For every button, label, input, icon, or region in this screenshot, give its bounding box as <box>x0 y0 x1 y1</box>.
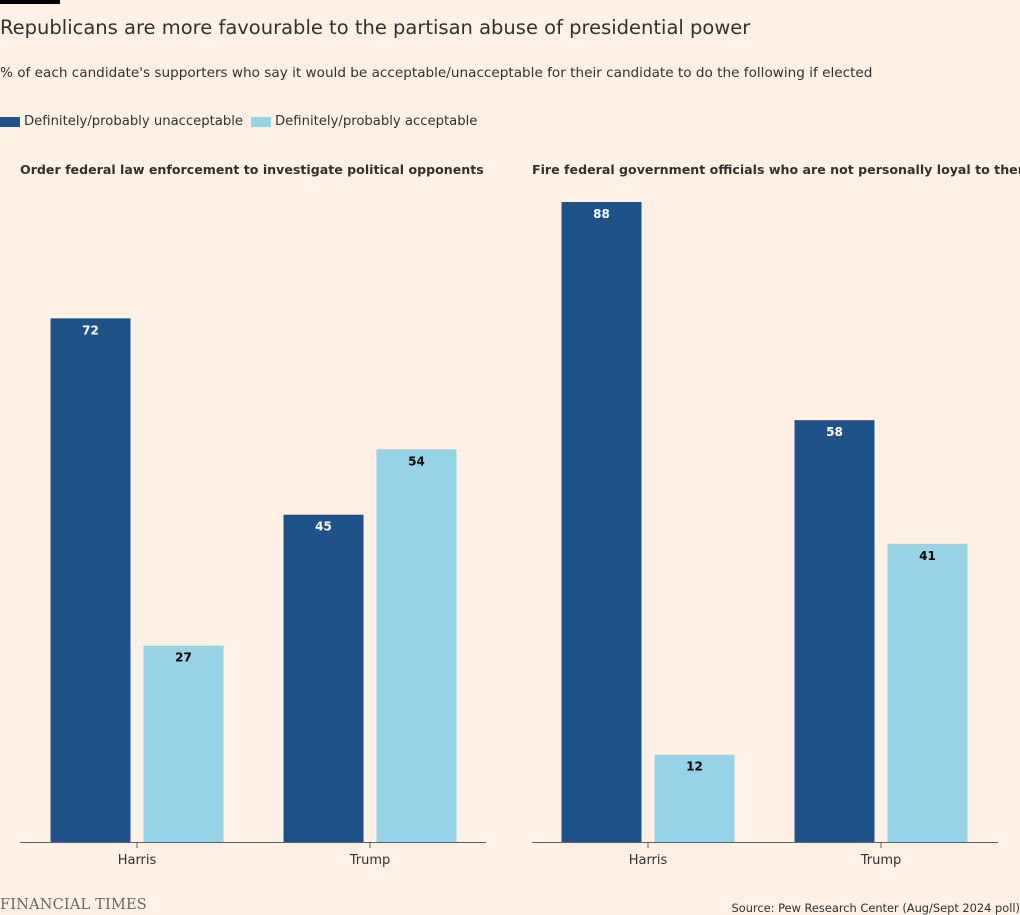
bar-acceptable-harris <box>143 645 224 842</box>
bar-unacceptable-harris <box>561 202 642 842</box>
bar-value-label: 72 <box>82 323 99 337</box>
chart-subtitle: % of each candidate's supporters who say… <box>0 65 873 81</box>
bar-unacceptable-trump <box>794 420 875 842</box>
ft-logo: FINANCIAL TIMES <box>0 897 147 913</box>
panel-title-fire: Fire federal government officials who ar… <box>532 162 1020 177</box>
bar-unacceptable-trump <box>283 514 364 842</box>
x-tick-label: Trump <box>349 853 391 868</box>
source-note: Source: Pew Research Center (Aug/Sept 20… <box>731 901 1020 915</box>
bar-value-label: 41 <box>919 549 936 563</box>
bar-unacceptable-harris <box>50 318 131 842</box>
legend-swatch-acceptable <box>251 116 272 127</box>
bar-acceptable-harris <box>654 754 735 842</box>
top-accent-bar <box>0 0 60 4</box>
bar-acceptable-trump <box>376 449 457 842</box>
x-tick-label: Trump <box>860 853 902 868</box>
legend-item-acceptable: Definitely/probably acceptable <box>251 114 477 129</box>
bar-value-label: 58 <box>826 425 843 439</box>
bar-value-label: 88 <box>593 207 610 221</box>
bar-value-label: 45 <box>315 520 332 534</box>
legend: Definitely/probably unacceptable Definit… <box>0 114 485 129</box>
legend-label-acceptable: Definitely/probably acceptable <box>275 114 478 129</box>
legend-label-unacceptable: Definitely/probably unacceptable <box>24 114 244 129</box>
panel-title-investigate: Order federal law enforcement to investi… <box>20 162 484 177</box>
bar-value-label: 12 <box>686 760 703 774</box>
bar-value-label: 54 <box>408 454 425 468</box>
legend-item-unacceptable: Definitely/probably unacceptable <box>0 114 243 129</box>
x-tick-label: Harris <box>629 853 668 868</box>
x-tick-label: Harris <box>118 853 157 868</box>
legend-swatch-unacceptable <box>0 116 20 127</box>
bar-value-label: 27 <box>175 651 192 665</box>
chart-title: Republicans are more favourable to the p… <box>0 16 751 39</box>
bar-acceptable-trump <box>887 543 968 842</box>
